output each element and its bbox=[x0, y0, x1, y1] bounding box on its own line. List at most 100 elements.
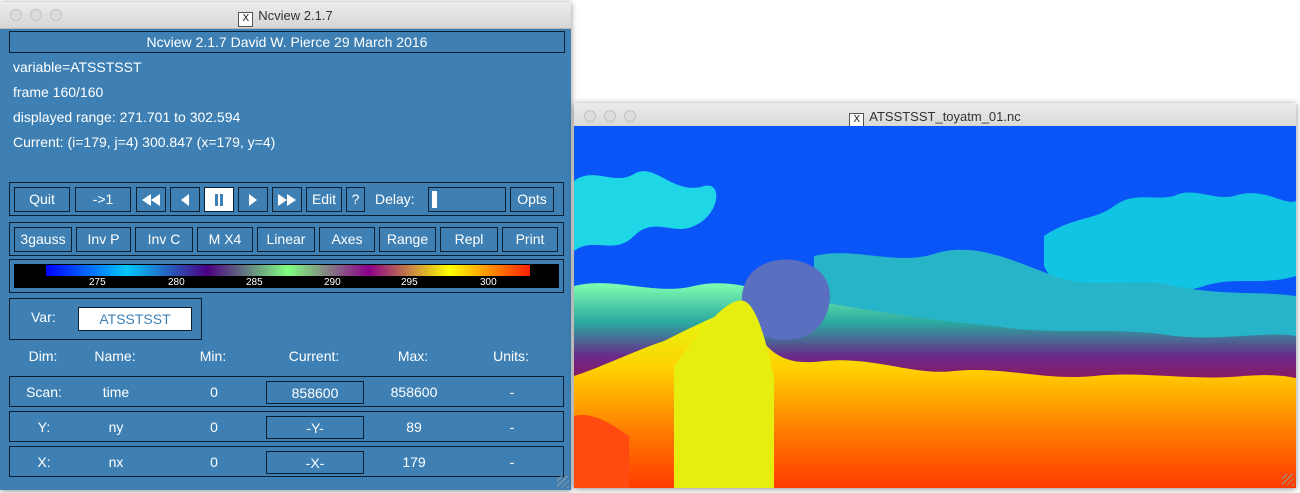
var-label: Var: bbox=[31, 309, 56, 325]
dim-y-min: 0 bbox=[210, 419, 218, 435]
colorbar-tick: 275 bbox=[89, 277, 106, 288]
opts-button[interactable]: Opts bbox=[510, 187, 554, 212]
colorbar-tick: 285 bbox=[246, 277, 263, 288]
dim-x-label: X: bbox=[37, 454, 51, 470]
close-window-button[interactable] bbox=[10, 9, 22, 21]
colorbar-tick: 290 bbox=[324, 277, 341, 288]
main-panel: Ncview 2.1.7 David W. Pierce 29 March 20… bbox=[0, 29, 571, 490]
slate-blob bbox=[741, 259, 830, 341]
fast-forward-button[interactable] bbox=[272, 187, 302, 212]
variable-button-label: ATSSTSST bbox=[99, 311, 171, 327]
colorbar-tick: 295 bbox=[401, 277, 418, 288]
version-header-text: Ncview 2.1.7 David W. Pierce 29 March 20… bbox=[146, 34, 428, 50]
resize-grip-icon[interactable] bbox=[557, 476, 569, 488]
dim-scan-units: - bbox=[509, 384, 515, 400]
rewind-icon bbox=[142, 194, 160, 206]
dim-x-current-value: -X- bbox=[305, 455, 325, 471]
dim-x-min: 0 bbox=[210, 454, 218, 470]
variable-line: variable=ATSSTSST bbox=[13, 59, 142, 75]
dim-y-units: - bbox=[509, 419, 515, 435]
colorbar-tick: 300 bbox=[480, 277, 497, 288]
minimize-window-button[interactable] bbox=[30, 9, 42, 21]
dim-x-units: - bbox=[509, 454, 515, 470]
field-image[interactable] bbox=[574, 126, 1296, 488]
dim-y-max: 89 bbox=[406, 419, 422, 435]
main-window-titlebar[interactable]: X Ncview 2.1.7 bbox=[0, 2, 571, 29]
colorbar-gradient[interactable] bbox=[46, 265, 530, 276]
dim-x-max: 179 bbox=[402, 454, 426, 470]
fast-forward-icon bbox=[278, 194, 296, 206]
units-header: Units: bbox=[493, 348, 529, 364]
sst-field-image bbox=[574, 171, 1296, 488]
variable-selector-panel: Var: ATSSTSST bbox=[9, 298, 202, 340]
step-forward-icon bbox=[249, 194, 257, 206]
transform-linear-button[interactable]: Linear bbox=[257, 227, 315, 252]
colorbar-tick: 280 bbox=[168, 277, 185, 288]
invert-palette-button[interactable]: Inv P bbox=[76, 227, 131, 252]
minimize-window-button[interactable] bbox=[604, 110, 616, 122]
ncview-main-window: X Ncview 2.1.7 Ncview 2.1.7 David W. Pier… bbox=[0, 2, 571, 490]
frame-line: frame 160/160 bbox=[13, 84, 104, 100]
dim-scan-min: 0 bbox=[210, 384, 218, 400]
yellow-peak bbox=[674, 300, 774, 488]
dim-scan-current-button[interactable]: 858600 bbox=[266, 381, 364, 404]
min-header: Min: bbox=[199, 348, 227, 364]
dim-header: Dim: bbox=[28, 348, 58, 364]
displayed-range-line: displayed range: 271.701 to 302.594 bbox=[13, 109, 241, 125]
delay-slider-thumb[interactable] bbox=[432, 191, 437, 208]
step-back-button[interactable] bbox=[170, 187, 200, 212]
zoom-window-button[interactable] bbox=[50, 9, 62, 21]
range-button[interactable]: Range bbox=[379, 227, 436, 252]
help-button[interactable]: ? bbox=[346, 187, 365, 212]
zoom-window-button[interactable] bbox=[624, 110, 636, 122]
edit-button[interactable]: Edit bbox=[306, 187, 342, 212]
red-edge-left bbox=[574, 415, 629, 488]
version-header: Ncview 2.1.7 David W. Pierce 29 March 20… bbox=[9, 31, 565, 53]
main-window-title: Ncview 2.1.7 bbox=[258, 8, 333, 23]
dim-scan-max: 858600 bbox=[390, 384, 438, 400]
dim-scan-label: Scan: bbox=[26, 384, 62, 400]
plot-window: X ATSSTSST_toyatm_01.nc bbox=[574, 103, 1296, 488]
dim-y-label: Y: bbox=[37, 419, 51, 435]
dim-scan-current-value: 858600 bbox=[291, 385, 339, 401]
x11-icon: X bbox=[238, 12, 254, 27]
dim-row-y: Y: ny 0 -Y- 89 - bbox=[9, 411, 564, 442]
rewind-button[interactable] bbox=[136, 187, 166, 212]
step-back-icon bbox=[181, 194, 189, 206]
dim-row-x: X: nx 0 -X- 179 - bbox=[9, 446, 564, 477]
pause-button[interactable] bbox=[204, 187, 234, 212]
delay-slider[interactable] bbox=[428, 187, 506, 212]
invert-colors-button[interactable]: Inv C bbox=[135, 227, 193, 252]
colorbar-panel: 275 280 285 290 295 300 bbox=[9, 259, 564, 293]
dim-row-scan: Scan: time 0 858600 858600 - bbox=[9, 376, 564, 407]
dim-x-name: nx bbox=[108, 454, 124, 470]
print-button[interactable]: Print bbox=[502, 227, 558, 252]
playback-controls-panel bbox=[9, 182, 564, 216]
current-header: Current: bbox=[288, 348, 340, 364]
dim-y-current-value: -Y- bbox=[306, 420, 324, 436]
dim-x-current-button[interactable]: -X- bbox=[266, 451, 364, 474]
pause-icon bbox=[215, 194, 223, 206]
max-header: Max: bbox=[397, 348, 429, 364]
first-frame-button[interactable]: ->1 bbox=[75, 187, 131, 212]
dim-y-current-button[interactable]: -Y- bbox=[266, 416, 364, 439]
smoothing-3gauss-button[interactable]: 3gauss bbox=[14, 227, 72, 252]
axes-button[interactable]: Axes bbox=[319, 227, 375, 252]
dim-scan-name: time bbox=[102, 384, 130, 400]
dim-y-name: ny bbox=[108, 419, 124, 435]
delay-label: Delay: bbox=[375, 191, 415, 207]
plot-window-titlebar[interactable]: X ATSSTSST_toyatm_01.nc bbox=[574, 103, 1296, 130]
resize-grip-icon[interactable] bbox=[1282, 474, 1294, 486]
display-controls-panel bbox=[9, 222, 564, 256]
close-window-button[interactable] bbox=[584, 110, 596, 122]
quit-button[interactable]: Quit bbox=[14, 187, 70, 212]
magnify-button[interactable]: M X4 bbox=[197, 227, 253, 252]
variable-button[interactable]: ATSSTSST bbox=[78, 307, 192, 331]
cyan-band-left bbox=[574, 171, 717, 251]
name-header: Name: bbox=[94, 348, 136, 364]
cyan-band-right bbox=[1044, 192, 1296, 302]
current-value-line: Current: (i=179, j=4) 300.847 (x=179, y=… bbox=[13, 134, 276, 150]
plot-window-title: ATSSTSST_toyatm_01.nc bbox=[869, 109, 1021, 124]
replicate-button[interactable]: Repl bbox=[440, 227, 498, 252]
step-forward-button[interactable] bbox=[238, 187, 268, 212]
